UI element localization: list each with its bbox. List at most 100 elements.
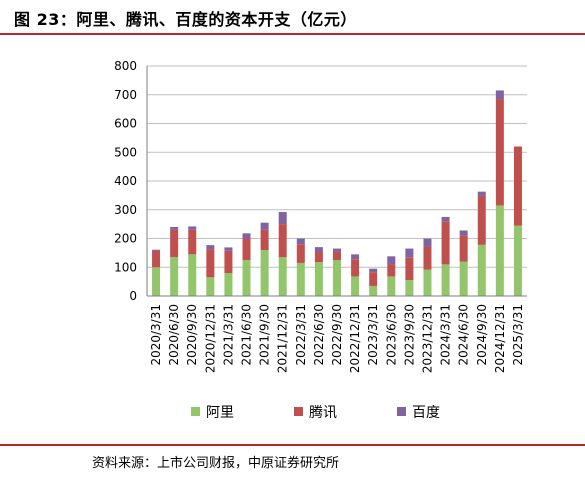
bar-segment [278, 224, 287, 258]
source-divider [0, 444, 585, 446]
bar-segment [369, 268, 378, 273]
bar-segment [314, 247, 323, 253]
bar-segment [188, 226, 197, 230]
bar-segment [477, 195, 486, 245]
x-tick-label: 2024/9/30 [475, 304, 489, 366]
bar-segment [278, 257, 287, 296]
bar-segment [513, 225, 522, 296]
y-tick-label: 800 [114, 59, 137, 73]
bar-segment [495, 99, 504, 206]
capex-stacked-bar-chart: 0 100 200 300 400 500 600 700 800 2020/3/31 2020/6… [114, 59, 527, 421]
bar-segment [369, 285, 378, 296]
x-tick-label: 2020/12/31 [203, 304, 217, 373]
bar-segment [296, 244, 305, 263]
y-tick-label: 100 [114, 260, 137, 274]
source-note: 资料来源：上市公司财报，中原证券研究所 [92, 456, 340, 471]
bar-segment [423, 238, 432, 247]
bar-segment [513, 146, 522, 226]
bar-segment [459, 235, 468, 262]
bar-segment [459, 230, 468, 236]
x-tick-label: 2022/6/30 [312, 304, 326, 366]
x-tick-label: 2023/3/31 [366, 304, 380, 366]
bar-segment [405, 257, 414, 281]
bar-segment [188, 254, 197, 296]
y-tick-label: 500 [114, 145, 137, 159]
x-tick-label: 2021/3/31 [221, 304, 235, 366]
bar-segment [242, 238, 251, 261]
x-tick-label: 2023/12/31 [420, 304, 434, 373]
bar-segment [206, 245, 215, 250]
bar-segment [369, 272, 378, 286]
y-tick-label: 200 [114, 232, 137, 246]
bar-segment [441, 264, 450, 296]
y-tick-label: 300 [114, 203, 137, 217]
bar-segment [206, 277, 215, 296]
x-tick-label: 2020/3/31 [149, 304, 163, 366]
legend-swatch [294, 407, 303, 416]
bar-segment [405, 280, 414, 296]
bar-segment [477, 244, 486, 296]
bar-segment [441, 216, 450, 222]
bar-segment [314, 252, 323, 263]
x-tick-label: 2021/12/31 [276, 304, 290, 373]
x-tick-label: 2022/9/30 [330, 304, 344, 366]
bar-segment [333, 260, 341, 296]
bar-segment [224, 273, 233, 296]
x-tick-label: 2021/9/30 [258, 304, 272, 366]
bar-segment [224, 247, 233, 251]
x-tick-label: 2024/6/30 [457, 304, 471, 366]
bar-segment [152, 267, 161, 296]
bar-segment [296, 238, 305, 245]
legend-swatch [191, 407, 200, 416]
bar-segment [260, 229, 269, 250]
y-tick-label: 600 [114, 117, 137, 131]
bar-segment [170, 229, 179, 258]
bar-segment [242, 260, 251, 296]
title-divider [0, 33, 585, 35]
legend-label: 腾讯 [309, 404, 337, 421]
y-tick-label: 0 [129, 289, 137, 303]
y-tick-label: 700 [114, 88, 137, 102]
bar-segment [423, 269, 432, 296]
legend-layer: 阿里 腾讯 百度 [191, 404, 440, 421]
bar-segment [206, 249, 215, 278]
y-tick-label: 400 [114, 174, 137, 188]
bar-segment [224, 250, 233, 273]
bar-segment [387, 276, 396, 296]
x-tick-label: 2021/6/30 [240, 304, 254, 366]
bar-segment [170, 227, 179, 230]
bar-segment [152, 249, 161, 251]
bar-segment [387, 256, 396, 265]
bar-segment [188, 229, 197, 255]
bar-segment [314, 262, 323, 296]
x-tick-label: 2024/12/31 [493, 304, 507, 373]
grid-layer [147, 65, 527, 268]
x-tick-label: 2023/6/30 [384, 304, 398, 366]
x-tick-label: 2025/3/31 [511, 304, 525, 366]
bar-segment [242, 233, 251, 239]
bar-segment [351, 254, 360, 260]
x-tick-label: 2020/6/30 [167, 304, 181, 366]
legend-label: 百度 [412, 405, 440, 421]
bar-segment [152, 250, 161, 268]
bar-segment [495, 90, 504, 100]
x-tick-label: 2024/3/31 [439, 304, 453, 366]
bar-segment [260, 250, 269, 296]
bar-segment [351, 276, 360, 296]
bar-segment [278, 212, 287, 225]
x-tick-label: 2023/9/30 [402, 304, 416, 366]
bar-segment [333, 251, 341, 261]
bar-segment [351, 259, 360, 277]
x-tick-label: 2020/9/30 [185, 304, 199, 366]
x-tick-label: 2022/12/31 [348, 304, 362, 373]
bar-segment [260, 222, 269, 230]
bar-segment [459, 261, 468, 296]
bars-layer [152, 90, 522, 296]
bar-segment [441, 221, 450, 265]
bar-segment [296, 262, 305, 296]
bar-segment [495, 205, 504, 296]
bar-segment [405, 248, 414, 258]
x-tick-label: 2022/3/31 [294, 304, 308, 366]
legend-label: 阿里 [206, 405, 234, 421]
bar-segment [423, 246, 432, 270]
